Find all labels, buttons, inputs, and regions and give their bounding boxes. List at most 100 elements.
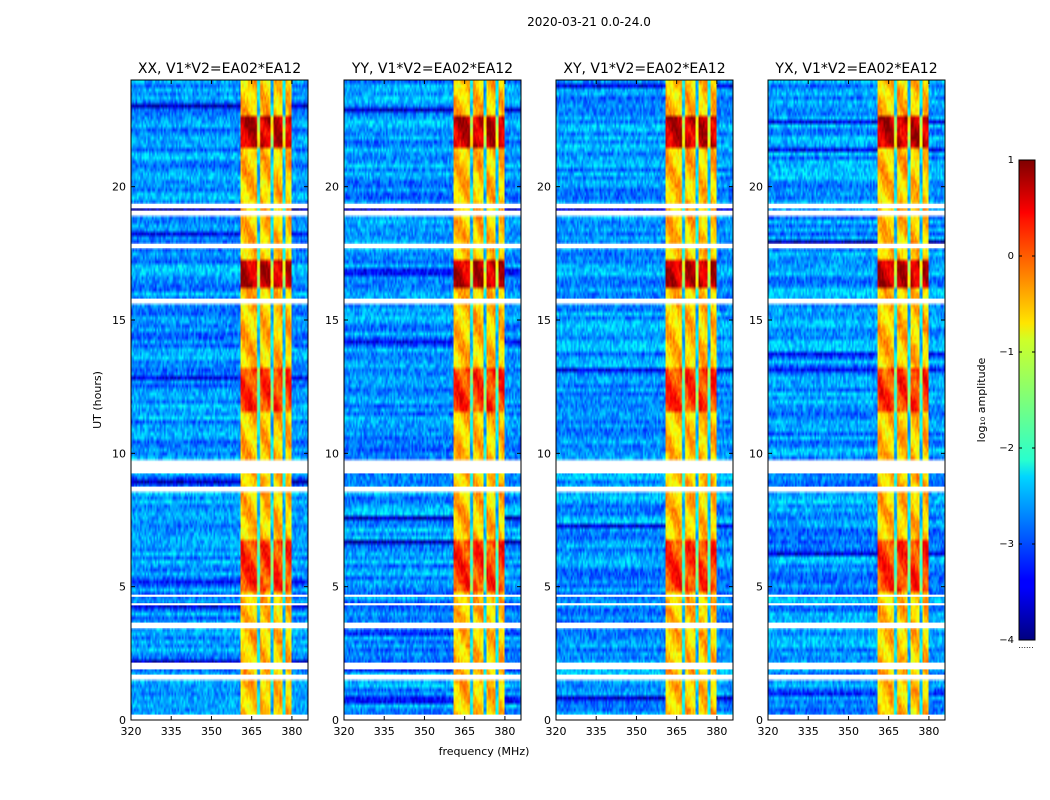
flagged-band xyxy=(768,244,945,248)
flagged-band xyxy=(344,461,521,474)
flagged-band xyxy=(344,714,521,719)
flagged-band xyxy=(344,594,521,597)
colorbar-footer: ...... xyxy=(1018,641,1033,650)
x-tick-label: 380 xyxy=(281,725,302,738)
y-tick-label: 5 xyxy=(544,581,551,594)
flagged-band xyxy=(131,622,308,628)
flagged-band xyxy=(131,674,308,679)
flagged-band xyxy=(556,674,733,679)
flagged-band xyxy=(131,298,308,303)
spectrogram-image xyxy=(131,80,308,720)
x-tick-label: 350 xyxy=(838,725,859,738)
x-tick-label: 320 xyxy=(121,725,142,738)
flagged-band xyxy=(556,244,733,248)
flagged-band xyxy=(768,622,945,628)
flagged-band xyxy=(768,461,945,474)
y-tick-label: 10 xyxy=(749,447,763,460)
panel-3: YX, V1*V2=EA02*EA12 320 335 350 365 380 0 5 10 15… xyxy=(749,61,946,738)
y-tick-label: 15 xyxy=(537,314,551,327)
y-tick-label: 20 xyxy=(112,181,126,194)
panel-frame xyxy=(555,79,734,721)
flagged-band xyxy=(768,603,945,606)
panel-title: YX, V1*V2=EA02*EA12 xyxy=(774,61,937,77)
y-tick-label: 20 xyxy=(749,181,763,194)
y-tick-label: 15 xyxy=(749,314,763,327)
flagged-band xyxy=(768,674,945,679)
y-tick-label: 0 xyxy=(756,714,763,727)
x-tick-label: 380 xyxy=(494,725,515,738)
y-tick-label: 5 xyxy=(119,581,126,594)
flagged-band xyxy=(768,210,945,215)
colorbar-tick-label: 0 xyxy=(1008,251,1014,262)
y-tick-label: 10 xyxy=(112,447,126,460)
y-tick-label: 10 xyxy=(325,447,339,460)
x-tick-label: 350 xyxy=(201,725,222,738)
flagged-band xyxy=(344,603,521,606)
flagged-band xyxy=(768,204,945,208)
y-tick-label: 5 xyxy=(756,581,763,594)
flagged-band xyxy=(344,204,521,208)
x-tick-label: 380 xyxy=(706,725,727,738)
flagged-band xyxy=(131,486,308,491)
x-tick-label: 320 xyxy=(334,725,355,738)
flagged-band xyxy=(344,662,521,670)
y-tick-label: 15 xyxy=(112,314,126,327)
colorbar: 1 0 −1 −2 −3 −4 log₁₀ amplitude ...... xyxy=(975,155,1036,650)
panel-frame xyxy=(130,79,309,721)
flagged-band xyxy=(556,298,733,303)
y-tick-label: 20 xyxy=(325,181,339,194)
figure-title: 2020-03-21 0.0-24.0 xyxy=(527,15,651,29)
panel-title: XX, V1*V2=EA02*EA12 xyxy=(138,61,301,77)
x-axis-label: frequency (MHz) xyxy=(439,745,530,758)
x-tick-label: 335 xyxy=(161,725,182,738)
flagged-band xyxy=(556,486,733,491)
x-tick-label: 320 xyxy=(546,725,567,738)
x-tick-label: 335 xyxy=(586,725,607,738)
x-tick-label: 380 xyxy=(918,725,939,738)
spectrogram-image xyxy=(344,80,521,720)
flagged-band xyxy=(131,662,308,670)
x-tick-label: 365 xyxy=(241,725,262,738)
colorbar-tick-label: −4 xyxy=(999,635,1014,646)
colorbar-tick-label: −1 xyxy=(999,347,1014,358)
colorbar-tick-label: 1 xyxy=(1008,155,1014,166)
colorbar-tick-label: −3 xyxy=(999,539,1014,550)
x-tick-label: 365 xyxy=(454,725,475,738)
y-tick-label: 20 xyxy=(537,181,551,194)
panel-title: YY, V1*V2=EA02*EA12 xyxy=(351,61,513,77)
x-tick-label: 350 xyxy=(626,725,647,738)
flagged-band xyxy=(131,594,308,597)
flagged-band xyxy=(556,594,733,597)
panel-frame xyxy=(767,79,946,721)
flagged-band xyxy=(344,486,521,491)
flagged-band xyxy=(768,714,945,719)
flagged-band xyxy=(131,603,308,606)
y-tick-label: 0 xyxy=(119,714,126,727)
flagged-band xyxy=(344,298,521,303)
y-tick-label: 10 xyxy=(537,447,551,460)
panel-1: YY, V1*V2=EA02*EA12 320 335 350 365 380 0 5 10 15… xyxy=(325,61,522,738)
y-tick-label: 5 xyxy=(332,581,339,594)
x-tick-label: 335 xyxy=(798,725,819,738)
flagged-band xyxy=(768,486,945,491)
colorbar-label: log₁₀ amplitude xyxy=(975,357,988,442)
panels: XX, V1*V2=EA02*EA12 320 335 350 365 380 0 5 10 15… xyxy=(112,61,946,738)
x-tick-label: 350 xyxy=(414,725,435,738)
flagged-band xyxy=(556,603,733,606)
flagged-band xyxy=(768,298,945,303)
panel-0: XX, V1*V2=EA02*EA12 320 335 350 365 380 0 5 10 15… xyxy=(112,61,309,738)
flagged-band xyxy=(344,622,521,628)
y-tick-label: 0 xyxy=(544,714,551,727)
x-tick-label: 320 xyxy=(758,725,779,738)
x-tick-label: 335 xyxy=(374,725,395,738)
flagged-band xyxy=(344,674,521,679)
colorbar-tick-label: −2 xyxy=(999,443,1014,454)
spectrogram-image xyxy=(768,80,945,720)
y-tick-label: 15 xyxy=(325,314,339,327)
flagged-band xyxy=(556,662,733,670)
y-tick-label: 0 xyxy=(332,714,339,727)
spectrogram-image xyxy=(556,80,733,720)
x-tick-label: 365 xyxy=(878,725,899,738)
panel-2: XY, V1*V2=EA02*EA12 320 335 350 365 380 0 5 10 15… xyxy=(537,61,734,738)
